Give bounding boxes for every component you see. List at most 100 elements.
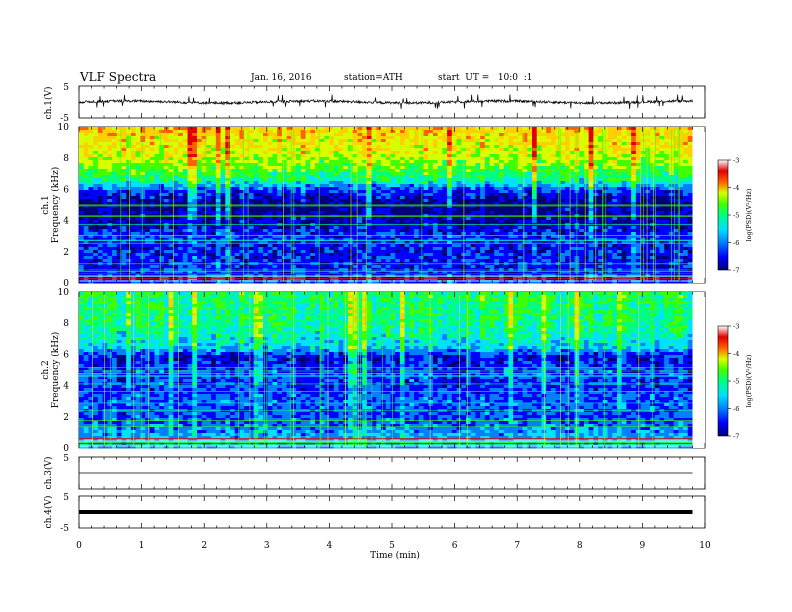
spectrogram-cell [225, 211, 230, 214]
spectrogram-cell [93, 172, 98, 175]
spectrogram-cell [433, 241, 438, 244]
spectrogram-cell [211, 187, 216, 190]
spectrogram-cell [235, 166, 240, 169]
spectrogram-cell [508, 247, 513, 250]
spectrogram-cell [457, 133, 462, 136]
spectrogram-cell [423, 148, 428, 151]
spectrogram-cell [423, 127, 428, 130]
spectrogram-cell [367, 184, 372, 187]
spectrogram-cell [88, 208, 93, 211]
spectrogram-cell [282, 223, 287, 226]
spectrogram-cell [258, 136, 263, 139]
spectrogram-cell [155, 241, 160, 244]
spectrogram-cell [499, 223, 504, 226]
spectrogram-cell [136, 250, 141, 253]
spectrogram-cell [457, 193, 462, 196]
spectrogram-cell [485, 151, 490, 154]
spectrogram-cell [244, 247, 249, 250]
spectrogram-cell [390, 205, 395, 208]
spectrogram-cell [334, 127, 339, 130]
spectrogram-cell [145, 265, 150, 268]
spectrogram-cell [254, 208, 259, 211]
spectrogram-cell [140, 151, 145, 154]
spectrogram-cell [381, 184, 386, 187]
spectrogram-cell [490, 151, 495, 154]
spectrogram-cell [84, 133, 89, 136]
spectrogram-cell [324, 151, 329, 154]
spectrogram-cell [414, 280, 419, 283]
spectrogram-cell [202, 166, 207, 169]
spectrogram-cell [423, 142, 428, 145]
spectrogram-cell [471, 244, 476, 247]
spectrogram-cell [409, 205, 414, 208]
spectrogram-cell [324, 136, 329, 139]
spectrogram-cell [452, 229, 457, 232]
spectrogram-cell [400, 217, 405, 220]
spectrogram-cell [310, 178, 315, 181]
spectrogram-cell [447, 142, 452, 145]
spectrogram-cell [409, 226, 414, 229]
spectrogram-cell [258, 226, 263, 229]
spectrogram-cell [202, 205, 207, 208]
spectrogram-cell [84, 199, 89, 202]
spectrogram-cell [376, 220, 381, 223]
spectrogram-cell [381, 142, 386, 145]
spectrogram-cell [282, 172, 287, 175]
spectrogram-cell [112, 199, 117, 202]
spectrogram-cell [400, 178, 405, 181]
spectrogram-cell [202, 184, 207, 187]
spectrogram-cell [438, 175, 443, 178]
spectrogram-cell [490, 217, 495, 220]
spectrogram-cell [126, 139, 131, 142]
spectrogram-cell [475, 205, 480, 208]
spectrogram-cell [178, 226, 183, 229]
spectrogram-cell [386, 145, 391, 148]
spectrogram-cell [386, 157, 391, 160]
spectrogram-cell [140, 205, 145, 208]
spectrogram-cell [357, 226, 362, 229]
spectrogram-cell [112, 259, 117, 262]
spectrogram-cell [320, 178, 325, 181]
spectrogram-cell [159, 136, 164, 139]
spectrogram-cell [103, 178, 108, 181]
spectrogram-cell [235, 256, 240, 259]
spectrogram-cell [155, 217, 160, 220]
spectrogram-cell [150, 154, 155, 157]
spectrogram-cell [121, 169, 126, 172]
spectrogram-cell [197, 127, 202, 130]
spectrogram-cell [159, 166, 164, 169]
spectrogram-cell [357, 184, 362, 187]
spectrogram-cell [372, 166, 377, 169]
spectrogram-cell [376, 160, 381, 163]
spectrogram-cell [400, 187, 405, 190]
spectrogram-cell [466, 205, 471, 208]
spectrogram-cell [98, 154, 103, 157]
spectrogram-cell [150, 220, 155, 223]
spectrogram-cell [423, 259, 428, 262]
spectrogram-cell [395, 217, 400, 220]
spectrogram-cell [334, 196, 339, 199]
spectrogram-cell [202, 232, 207, 235]
spectrogram-cell [192, 232, 197, 235]
spectrogram-cell [310, 217, 315, 220]
spectrogram-cell [513, 160, 518, 163]
spectrogram-cell [145, 220, 150, 223]
spectrogram-cell [523, 196, 528, 199]
spectrogram-cell [409, 145, 414, 148]
spectrogram-cell [490, 181, 495, 184]
spectrogram-cell [155, 133, 160, 136]
spectrogram-cell [386, 166, 391, 169]
spectrogram-cell [339, 253, 344, 256]
spectrogram-cell [206, 208, 211, 211]
spectrogram-cell [343, 148, 348, 151]
spectrogram-cell [121, 205, 126, 208]
spectrogram-cell [438, 166, 443, 169]
spectrogram-cell [320, 175, 325, 178]
spectrogram-cell [155, 244, 160, 247]
spectrogram-cell [258, 253, 263, 256]
spectrogram-cell [414, 265, 419, 268]
spectrogram-cell [277, 196, 282, 199]
spectrogram-cell [485, 217, 490, 220]
spectrogram-cell [145, 157, 150, 160]
spectrogram-cell [442, 196, 447, 199]
